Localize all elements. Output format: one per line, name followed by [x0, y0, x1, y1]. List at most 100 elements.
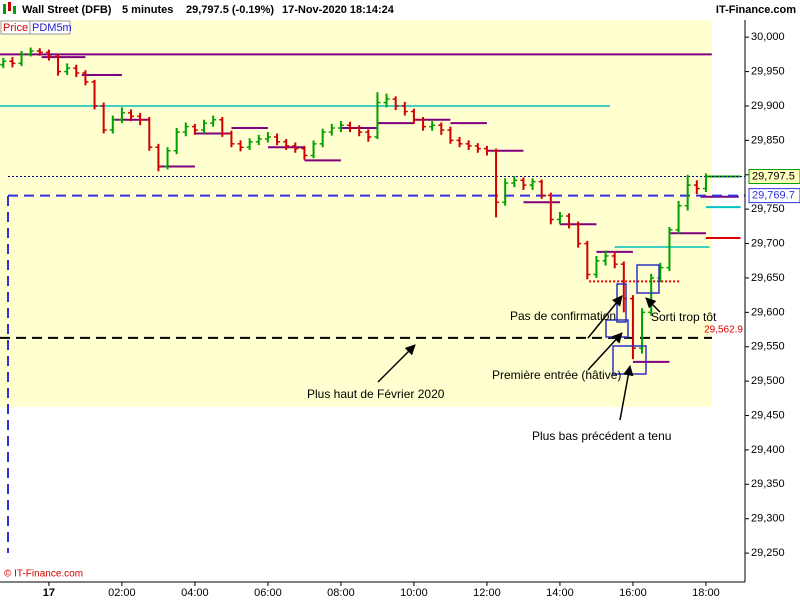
candle [675, 200, 682, 234]
candle [191, 123, 198, 135]
candle [237, 140, 244, 152]
highlight-box [636, 264, 660, 294]
candle [529, 178, 536, 190]
arrow [377, 344, 416, 383]
candle [91, 79, 98, 110]
arrow [619, 364, 634, 421]
arrow [587, 332, 623, 371]
y-tick-label: 29,450 [751, 409, 785, 421]
candle [693, 180, 700, 195]
candle [347, 121, 354, 133]
timeframe: 5 minutes [122, 4, 173, 16]
logo-bar [3, 4, 6, 14]
candle [301, 145, 308, 160]
candle [547, 192, 554, 225]
candle [283, 139, 290, 151]
x-tick-label: 06:00 [254, 587, 282, 599]
candle [182, 122, 189, 137]
candle [493, 148, 500, 218]
price-label-box [748, 168, 800, 184]
candle [365, 129, 372, 142]
candle [401, 101, 408, 116]
candle [219, 116, 226, 137]
candle [64, 63, 71, 76]
annotation: Sorti trop tôt [651, 310, 717, 324]
candle [164, 147, 171, 170]
candle [438, 122, 445, 135]
candle [602, 250, 609, 266]
candle [456, 136, 463, 148]
y-tick-label: 29,350 [751, 478, 785, 490]
candle [228, 130, 235, 148]
x-tick-label: 12:00 [473, 587, 501, 599]
arrow [645, 297, 661, 313]
arrow [587, 295, 623, 339]
candle [337, 121, 344, 133]
candle [210, 115, 217, 127]
candle [556, 211, 563, 225]
annotation: Première entrée (hâtive) [492, 368, 621, 382]
y-tick-label: 29,300 [751, 513, 785, 525]
candle [474, 143, 481, 153]
candle [137, 112, 144, 126]
candle [274, 133, 281, 146]
candle [392, 96, 399, 111]
logo-bar [13, 6, 16, 14]
candle [109, 115, 116, 134]
candle [483, 145, 490, 156]
candle [538, 179, 545, 199]
candle [575, 221, 582, 248]
candle [420, 116, 427, 131]
y-tick-label: 29,700 [751, 237, 785, 249]
candle [292, 142, 299, 153]
candle [82, 70, 89, 86]
annotation: Pas de confirmation [510, 309, 616, 323]
candle [611, 251, 618, 269]
y-tick-label: 29,850 [751, 134, 785, 146]
instrument: Wall Street (DFB) [22, 4, 112, 16]
candle [201, 119, 208, 134]
annotation: Plus haut de Février 2020 [307, 387, 445, 401]
x-tick-label: 02:00 [108, 587, 136, 599]
price-label: 29,769.7 [752, 190, 795, 202]
last-price: 29,797.5 (-0.19%) [186, 4, 274, 16]
candle [255, 134, 262, 146]
candle [666, 227, 673, 272]
candle [629, 295, 636, 360]
brand: IT-Finance.com [716, 4, 796, 16]
y-tick-label: 29,500 [751, 375, 785, 387]
candle [684, 174, 691, 211]
candle [128, 109, 135, 122]
candle [410, 108, 417, 124]
candle [310, 140, 317, 159]
candle [100, 102, 107, 134]
candle [356, 125, 363, 137]
candle [246, 138, 253, 151]
candle [648, 273, 655, 316]
candle [328, 123, 335, 136]
candle [27, 47, 34, 57]
candle [584, 240, 591, 280]
y-tick-label: 29,900 [751, 100, 785, 112]
timestamp: 17-Nov-2020 18:14:24 [282, 4, 395, 16]
y-tick-label: 30,000 [751, 31, 785, 43]
y-tick-label: 29,750 [751, 203, 785, 215]
candle [374, 92, 381, 140]
price-label: 29,562.9 [704, 325, 743, 336]
arrows [377, 295, 661, 421]
candle [173, 127, 180, 155]
logo-bar [8, 2, 11, 11]
candle [593, 255, 600, 278]
annotation: Plus bas précédent a tenu [532, 429, 671, 443]
legend-indicator: PDM5m [32, 22, 72, 34]
y-tick-label: 29,550 [751, 341, 785, 353]
x-tick-label: 04:00 [181, 587, 209, 599]
candle [0, 57, 7, 69]
candle [264, 132, 271, 143]
candle [45, 49, 52, 61]
candle [511, 176, 518, 188]
candle [146, 116, 153, 151]
candle [9, 57, 16, 68]
candle [520, 177, 527, 190]
